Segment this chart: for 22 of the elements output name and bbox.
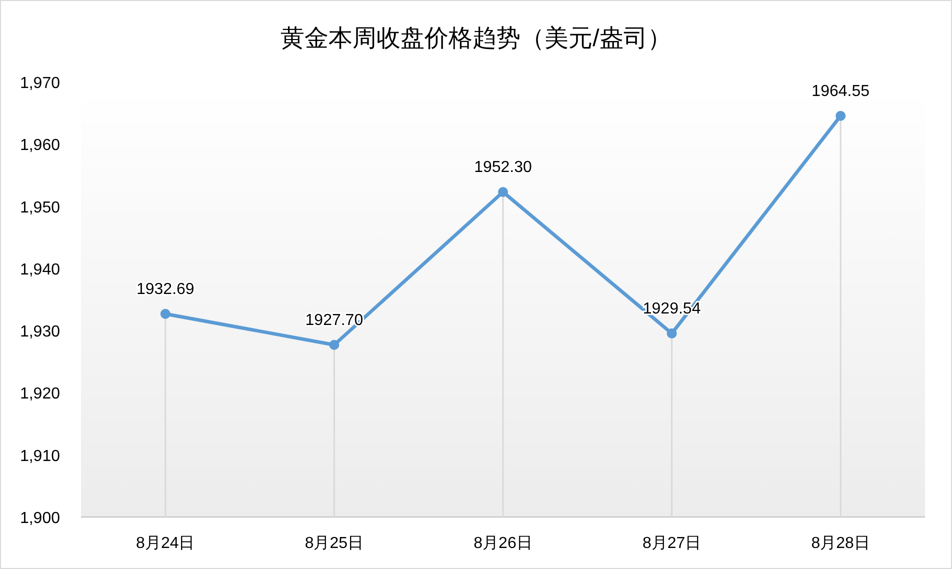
x-tick-label: 8月25日 [304, 535, 364, 552]
x-tick-label: 8月27日 [642, 535, 702, 552]
data-label: 1964.55 [812, 82, 870, 100]
y-tick-label: 1,900 [20, 510, 60, 527]
y-tick-label: 1,920 [20, 386, 60, 403]
y-tick-label: 1,910 [20, 448, 60, 465]
point [329, 340, 340, 350]
y-tick-label: 1,970 [20, 75, 60, 92]
y-tick-label: 1,950 [20, 199, 60, 216]
chart-title: 黄金本周收盘价格趋势（美元/盎司） [280, 25, 672, 52]
x-tick-label: 8月26日 [474, 535, 532, 552]
data-label: 1932.69 [136, 280, 194, 298]
y-tick-label: 1,940 [20, 261, 60, 278]
point [160, 308, 170, 319]
data-label: 1952.30 [474, 158, 532, 176]
y-tick-label: 1,930 [20, 324, 60, 341]
y-tick-label: 1,960 [20, 137, 60, 154]
point [836, 110, 846, 121]
point [498, 186, 508, 197]
x-tick-label: 8月24日 [136, 535, 195, 552]
point [666, 328, 677, 338]
x-tick-label: 8月28日 [811, 535, 870, 552]
